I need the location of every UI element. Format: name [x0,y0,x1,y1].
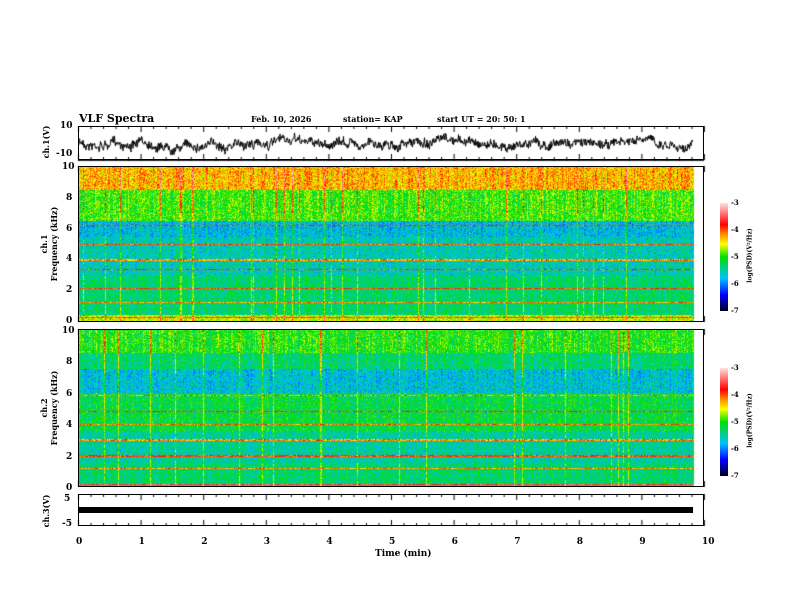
x-tick-label: 0 [76,537,83,547]
ylabel-channel: ch.2 [39,398,49,418]
y-tick-label: 0 [66,483,73,493]
ylabel-channel: ch.1 [39,234,49,254]
colorbar-tick-label: -5 [731,252,739,261]
date-label: Feb. 10, 2026 [251,114,312,124]
ch1-spectrogram-ylabel: ch.1 Frequency (kHz) [39,199,59,289]
ch3-ytick: 5 [64,494,71,504]
ch1-waveform [78,126,704,160]
y-tick-label: 4 [66,420,73,431]
colorbar-tick-label: -3 [731,363,739,372]
x-tick-label: 10 [702,537,715,547]
colorbar-1 [720,203,728,311]
y-tick-label: 10 [62,326,75,336]
x-tick-label: 3 [263,537,271,547]
y-tick-label: 4 [66,254,73,265]
ylabel-frequency: Frequency (kHz) [49,370,59,446]
y-tick-label: 6 [66,223,73,234]
ch1-ytick: 10 [60,121,73,131]
colorbar-tick-label: -6 [731,444,739,453]
x-tick-label: 7 [514,537,521,547]
colorbar-tick-label: -7 [731,306,739,315]
figure-title: VLF Spectra [79,112,155,125]
start-time-label: start UT = 20: 50: 1 [437,114,526,124]
y-tick-label: 10 [62,162,75,172]
ylabel-frequency: Frequency (kHz) [49,206,59,282]
x-tick-label: 2 [201,537,208,547]
y-tick-label: 8 [66,192,73,203]
ch3-ytick: -5 [62,519,72,529]
x-tick-label: 5 [389,537,396,547]
ch2-spectrogram-frame [78,329,704,487]
ch1-spectrogram [78,166,704,322]
colorbar-tick-label: -5 [731,417,739,426]
station-label: station= KAP [343,114,403,124]
ch2-spectrogram-ylabel: ch.2 Frequency (kHz) [39,363,59,453]
x-tick-label: 1 [138,537,145,547]
x-tick-label: 9 [639,537,646,547]
colorbar-tick-label: -4 [731,225,739,234]
y-tick-label: 0 [66,316,73,326]
colorbar-tick-label: -3 [731,198,739,207]
colorbar-tick-label: -7 [731,471,739,480]
ch1-spectrogram-frame [78,166,704,322]
ch3-waveform [79,507,693,513]
y-tick-label: 8 [66,357,73,368]
ch1-ytick: -10 [56,149,73,159]
ch2-spectrogram [78,329,704,487]
ch1-waveform-panel [78,126,704,160]
x-axis-label: Time (min) [375,549,432,559]
colorbar-1-label: log(PSD)(V²/Hz) [746,228,754,283]
colorbar-2-label: log(PSD)(V²/Hz) [746,393,754,448]
colorbar-tick-label: -6 [731,279,739,288]
ch3-ylabel: ch.3(V) [41,494,51,528]
x-tick-label: 6 [451,537,458,547]
x-tick-label: 8 [576,537,584,547]
colorbar-2 [720,368,728,476]
x-tick-label: 4 [326,537,333,547]
colorbar-tick-label: -4 [731,390,739,399]
ch1-ylabel: ch.1(V) [41,125,51,159]
y-tick-label: 2 [66,451,73,462]
y-tick-label: 2 [66,285,73,296]
y-tick-label: 6 [66,388,73,399]
ch3-waveform-panel [78,494,704,526]
